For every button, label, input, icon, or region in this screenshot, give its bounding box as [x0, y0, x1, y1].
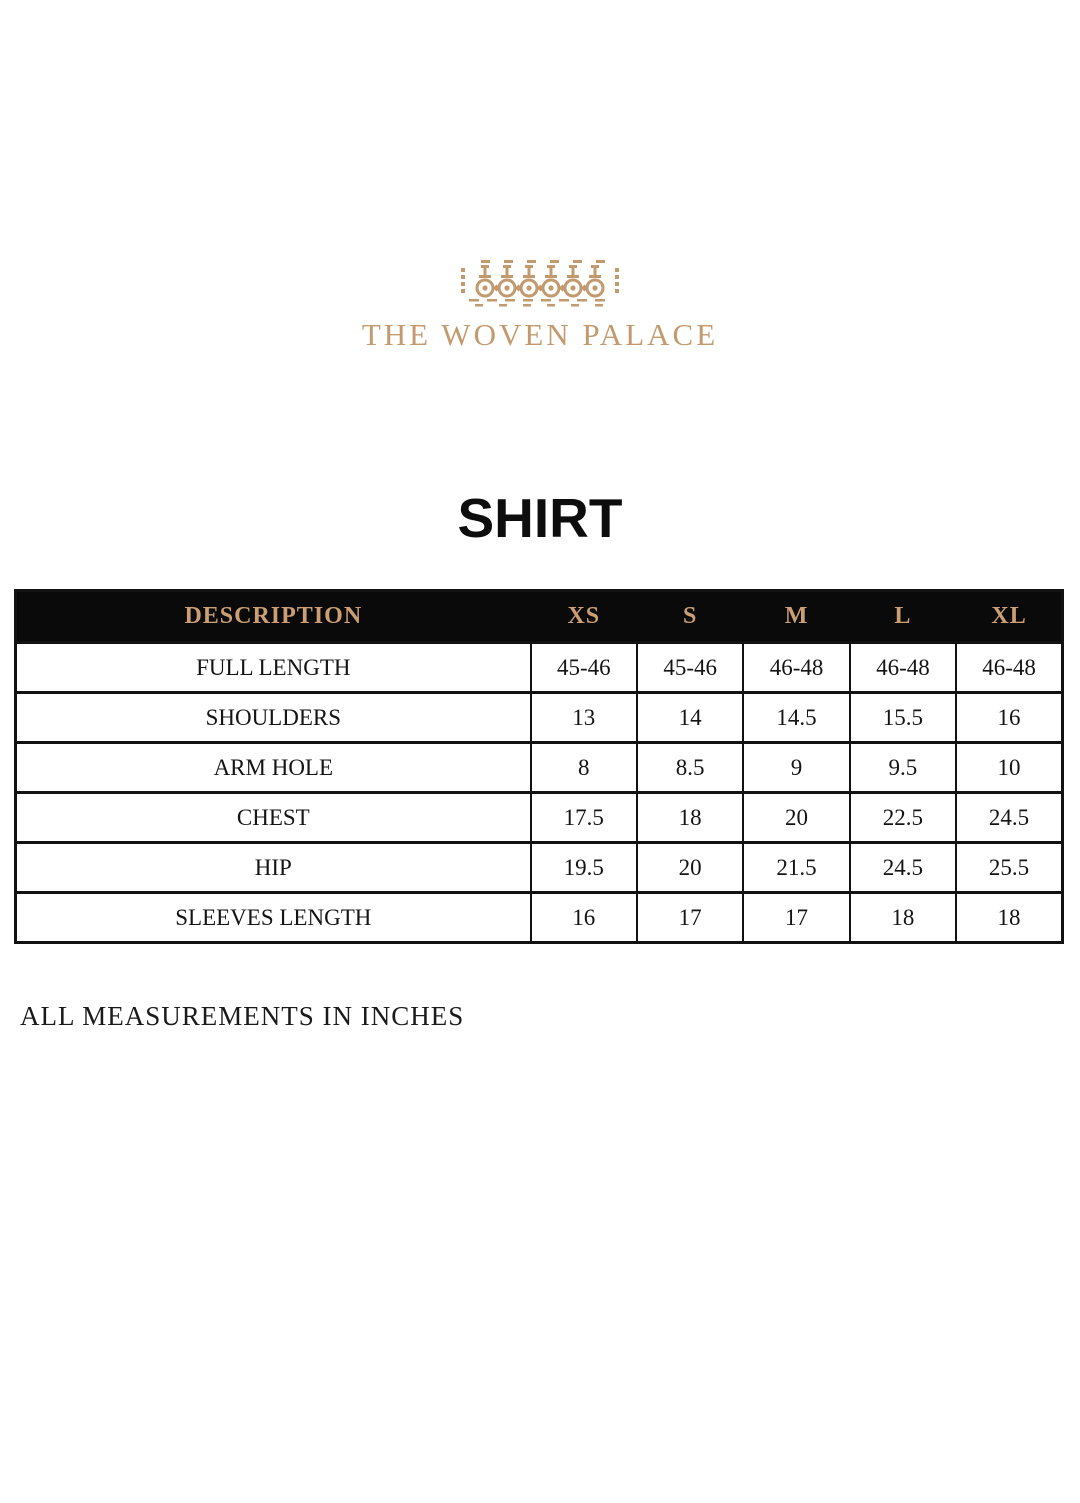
measurement-cell: 13 — [529, 691, 638, 744]
measurement-cell: 8.5 — [635, 741, 745, 794]
measurement-cell: 20 — [635, 841, 745, 894]
measurement-cell: 8 — [529, 741, 638, 794]
row-label: CHEST — [14, 791, 532, 844]
row-label: HIP — [14, 841, 532, 894]
table-row: SLEEVES LENGTH 16 17 17 18 18 — [14, 891, 1064, 944]
palace-railing-ornament-icon — [461, 260, 619, 307]
measurement-cell: 45-46 — [635, 641, 745, 694]
measurement-cell: 19.5 — [529, 841, 638, 894]
table-row: SHOULDERS 13 14 14.5 15.5 16 — [14, 691, 1064, 744]
row-label: SLEEVES LENGTH — [14, 891, 532, 944]
measurement-cell: 24.5 — [955, 791, 1064, 844]
header-cell-size-xl: XL — [955, 589, 1064, 644]
brand-name: THE WOVEN PALACE — [361, 317, 719, 352]
measurement-cell: 18 — [955, 891, 1064, 944]
table-row: FULL LENGTH 45-46 45-46 46-48 46-48 46-48 — [14, 641, 1064, 694]
size-chart-body: FULL LENGTH 45-46 45-46 46-48 46-48 46-48 SHOU… — [14, 641, 1064, 944]
measurement-cell: 46-48 — [955, 641, 1064, 694]
measurement-cell: 9 — [742, 741, 851, 794]
header-cell-description: DESCRIPTION — [14, 589, 532, 644]
table-row: HIP 19.5 20 21.5 24.5 25.5 — [14, 841, 1064, 894]
measurement-cell: 14 — [635, 691, 745, 744]
row-label: SHOULDERS — [14, 691, 532, 744]
measurement-cell: 9.5 — [848, 741, 958, 794]
measurement-cell: 24.5 — [848, 841, 958, 894]
measurement-cell: 10 — [955, 741, 1064, 794]
header-cell-size-xs: XS — [529, 589, 638, 644]
header-cell-size-m: M — [742, 589, 851, 644]
measurement-cell: 46-48 — [848, 641, 958, 694]
measurement-cell: 21.5 — [742, 841, 851, 894]
row-label: FULL LENGTH — [14, 641, 532, 694]
header-cell-size-l: L — [848, 589, 958, 644]
size-chart-header-row: DESCRIPTION XS S M L XL — [14, 589, 1064, 644]
measurement-cell: 46-48 — [742, 641, 851, 694]
size-chart-container: DESCRIPTION XS S M L XL FULL LENGTH 45-46 45-46… — [14, 589, 1064, 944]
measurements-footnote: ALL MEASUREMENTS IN INCHES — [20, 1001, 465, 1031]
measurement-cell: 45-46 — [529, 641, 638, 694]
header-cell-size-s: S — [635, 589, 745, 644]
measurement-cell: 17 — [635, 891, 745, 944]
measurement-cell: 15.5 — [848, 691, 958, 744]
measurement-cell: 20 — [742, 791, 851, 844]
measurement-cell: 17.5 — [529, 791, 638, 844]
size-chart-table: DESCRIPTION XS S M L XL FULL LENGTH 45-46 45-46… — [14, 589, 1064, 944]
measurement-cell: 18 — [635, 791, 745, 844]
measurement-cell: 18 — [848, 891, 958, 944]
page-title: SHIRT — [457, 487, 623, 549]
measurement-cell: 17 — [742, 891, 851, 944]
measurement-cell: 22.5 — [848, 791, 958, 844]
measurement-cell: 14.5 — [742, 691, 851, 744]
measurement-cell: 16 — [529, 891, 638, 944]
measurement-cell: 25.5 — [955, 841, 1064, 894]
measurement-cell: 16 — [955, 691, 1064, 744]
row-label: ARM HOLE — [14, 741, 532, 794]
table-row: CHEST 17.5 18 20 22.5 24.5 — [14, 791, 1064, 844]
table-row: ARM HOLE 8 8.5 9 9.5 10 — [14, 741, 1064, 794]
